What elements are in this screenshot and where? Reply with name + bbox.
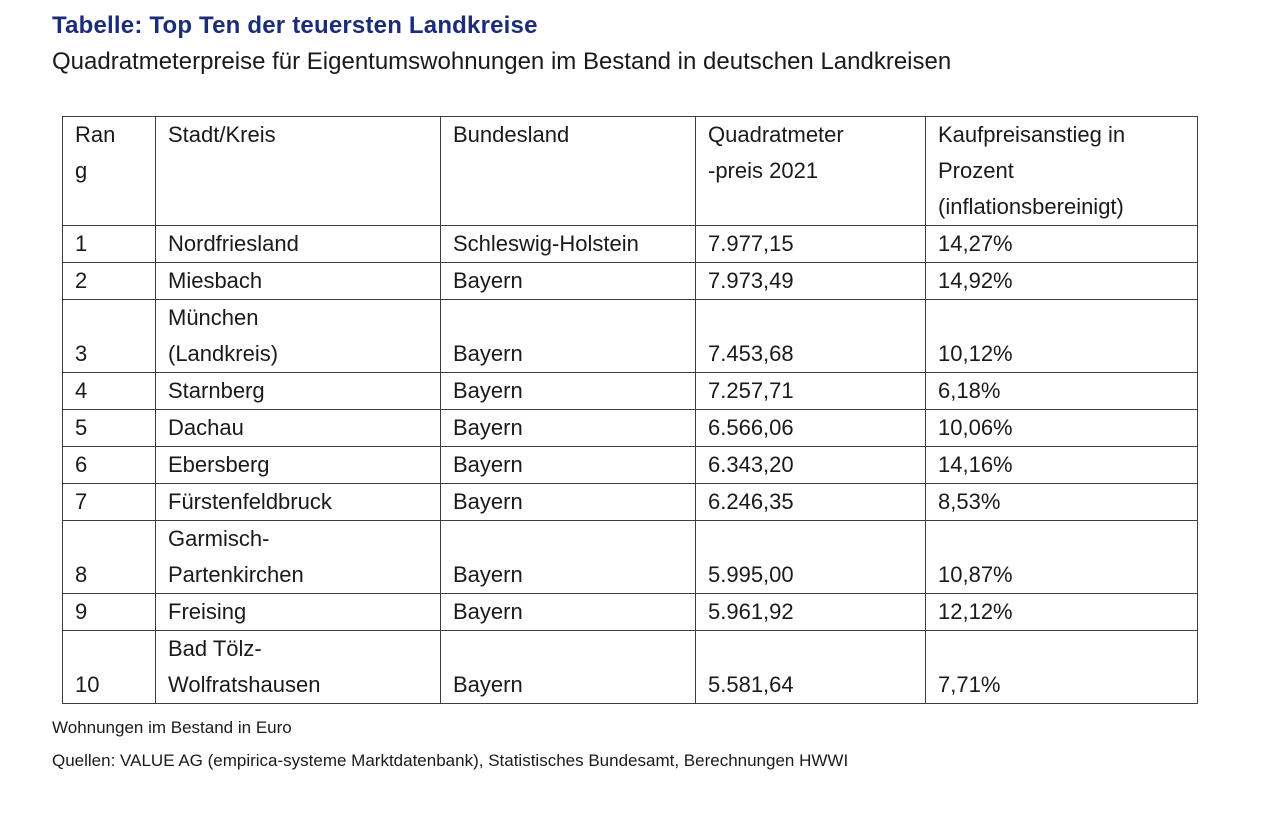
header-row: Rang Stadt/Kreis Bundesland Quadratmeter… xyxy=(62,116,1198,226)
cell-stadt: Miesbach xyxy=(155,262,441,300)
cell-preis: 7.977,15 xyxy=(695,225,926,263)
cell-stadt: Starnberg xyxy=(155,372,441,410)
cell-bundesland: Schleswig-Holstein xyxy=(440,225,696,263)
cell-bundesland: Bayern xyxy=(440,520,696,594)
cell-anstieg: 7,71% xyxy=(925,630,1198,704)
cell-rang: 3 xyxy=(62,299,156,373)
footnote-sources: Quellen: VALUE AG (empirica-systeme Mark… xyxy=(52,751,849,770)
table-row: 8 Garmisch-Partenkirchen Bayern 5.995,00… xyxy=(62,520,1198,594)
cell-rang: 10 xyxy=(62,630,156,704)
cell-rang: 5 xyxy=(62,409,156,447)
cell-preis: 6.343,20 xyxy=(695,446,926,484)
cell-anstieg: 14,16% xyxy=(925,446,1198,484)
cell-stadt: Ebersberg xyxy=(155,446,441,484)
cell-bundesland: Bayern xyxy=(440,483,696,521)
cell-anstieg: 10,06% xyxy=(925,409,1198,447)
page-title: Tabelle: Top Ten der teuersten Landkreis… xyxy=(52,12,538,39)
cell-anstieg: 6,18% xyxy=(925,372,1198,410)
cell-preis: 5.581,64 xyxy=(695,630,926,704)
column-header-rang-label: Rang xyxy=(75,122,116,183)
cell-bundesland: Bayern xyxy=(440,593,696,631)
cell-stadt: Garmisch-Partenkirchen xyxy=(155,520,441,594)
column-header-rang: Rang xyxy=(62,116,156,226)
column-header-stadt-kreis: Stadt/Kreis xyxy=(155,116,441,226)
table-row: 6 Ebersberg Bayern 6.343,20 14,16% xyxy=(62,446,1198,484)
cell-stadt: München (Landkreis) xyxy=(155,299,441,373)
cell-anstieg: 8,53% xyxy=(925,483,1198,521)
table-header: Rang Stadt/Kreis Bundesland Quadratmeter… xyxy=(62,116,1198,226)
cell-bundesland: Bayern xyxy=(440,630,696,704)
cell-stadt: Nordfriesland xyxy=(155,225,441,263)
cell-rang: 1 xyxy=(62,225,156,263)
cell-rang: 8 xyxy=(62,520,156,594)
footnotes: Wohnungen im Bestand in Euro Quellen: VA… xyxy=(52,718,1280,771)
cell-preis: 6.566,06 xyxy=(695,409,926,447)
table-row: 2 Miesbach Bayern 7.973,49 14,92% xyxy=(62,262,1198,300)
table-row: 5 Dachau Bayern 6.566,06 10,06% xyxy=(62,409,1198,447)
cell-rang: 2 xyxy=(62,262,156,300)
footnote-unit: Wohnungen im Bestand in Euro xyxy=(52,718,292,737)
cell-stadt: Dachau xyxy=(155,409,441,447)
column-header-quadratmeterpreis: Quadratmeter -preis 2021 xyxy=(695,116,926,226)
table-row: 9 Freising Bayern 5.961,92 12,12% xyxy=(62,593,1198,631)
cell-anstieg: 10,12% xyxy=(925,299,1198,373)
cell-anstieg: 12,12% xyxy=(925,593,1198,631)
cell-preis: 7.973,49 xyxy=(695,262,926,300)
cell-anstieg: 14,92% xyxy=(925,262,1198,300)
table-row: 4 Starnberg Bayern 7.257,71 6,18% xyxy=(62,372,1198,410)
table-row: 7 Fürstenfeldbruck Bayern 6.246,35 8,53% xyxy=(62,483,1198,521)
cell-stadt: Freising xyxy=(155,593,441,631)
table-row: 10 Bad Tölz-Wolfratshausen Bayern 5.581,… xyxy=(62,630,1198,704)
cell-stadt: Bad Tölz-Wolfratshausen xyxy=(155,630,441,704)
cell-anstieg: 10,87% xyxy=(925,520,1198,594)
cell-bundesland: Bayern xyxy=(440,262,696,300)
cell-preis: 6.246,35 xyxy=(695,483,926,521)
column-header-bundesland: Bundesland xyxy=(440,116,696,226)
cell-bundesland: Bayern xyxy=(440,446,696,484)
document-page: Tabelle: Top Ten der teuersten Landkreis… xyxy=(52,12,1280,771)
page-subtitle: Quadratmeterpreise für Eigentumswohnunge… xyxy=(52,48,952,75)
cell-preis: 5.961,92 xyxy=(695,593,926,631)
cell-rang: 6 xyxy=(62,446,156,484)
cell-bundesland: Bayern xyxy=(440,372,696,410)
top-ten-landkreise-table: Rang Stadt/Kreis Bundesland Quadratmeter… xyxy=(62,116,1198,704)
column-header-kaufpreisanstieg: Kaufpreisanstieg in Prozent (inflationsb… xyxy=(925,116,1198,226)
table-row: 3 München (Landkreis) Bayern 7.453,68 10… xyxy=(62,299,1198,373)
cell-preis: 5.995,00 xyxy=(695,520,926,594)
cell-preis: 7.453,68 xyxy=(695,299,926,373)
table-body: 1 Nordfriesland Schleswig-Holstein 7.977… xyxy=(62,225,1198,704)
table-row: 1 Nordfriesland Schleswig-Holstein 7.977… xyxy=(62,225,1198,263)
cell-bundesland: Bayern xyxy=(440,299,696,373)
cell-rang: 9 xyxy=(62,593,156,631)
cell-rang: 4 xyxy=(62,372,156,410)
cell-anstieg: 14,27% xyxy=(925,225,1198,263)
cell-stadt: Fürstenfeldbruck xyxy=(155,483,441,521)
cell-rang: 7 xyxy=(62,483,156,521)
cell-preis: 7.257,71 xyxy=(695,372,926,410)
cell-bundesland: Bayern xyxy=(440,409,696,447)
